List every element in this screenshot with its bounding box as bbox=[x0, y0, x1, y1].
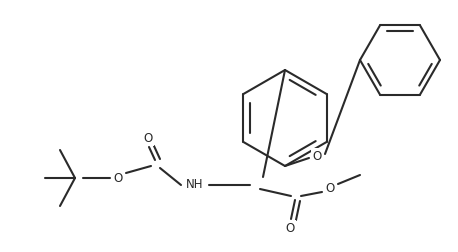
Text: O: O bbox=[312, 149, 322, 163]
Text: NH: NH bbox=[186, 178, 204, 192]
Text: O: O bbox=[285, 222, 294, 235]
Text: O: O bbox=[143, 132, 153, 144]
Text: O: O bbox=[325, 181, 335, 195]
Text: O: O bbox=[114, 172, 123, 184]
